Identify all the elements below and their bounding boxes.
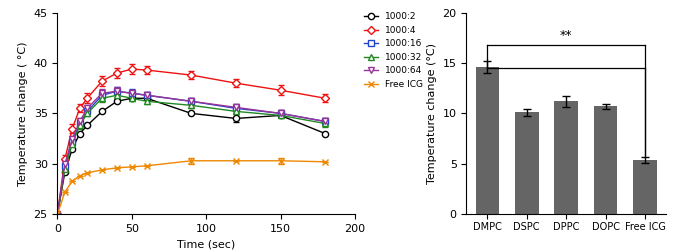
X-axis label: Time (sec): Time (sec): [177, 239, 235, 249]
Bar: [515, 112, 539, 214]
Y-axis label: Temperature change (°C): Temperature change (°C): [427, 43, 437, 184]
Legend: 1000:2, 1000:4, 1000:16, 1000:32, 1000:64, Free ICG: 1000:2, 1000:4, 1000:16, 1000:32, 1000:6…: [361, 9, 427, 92]
Bar: [633, 160, 657, 214]
Bar: [554, 101, 578, 214]
Y-axis label: Temperature change ( °C): Temperature change ( °C): [18, 41, 28, 186]
Text: **: **: [560, 29, 573, 42]
Bar: [475, 67, 499, 214]
Bar: [594, 106, 617, 214]
